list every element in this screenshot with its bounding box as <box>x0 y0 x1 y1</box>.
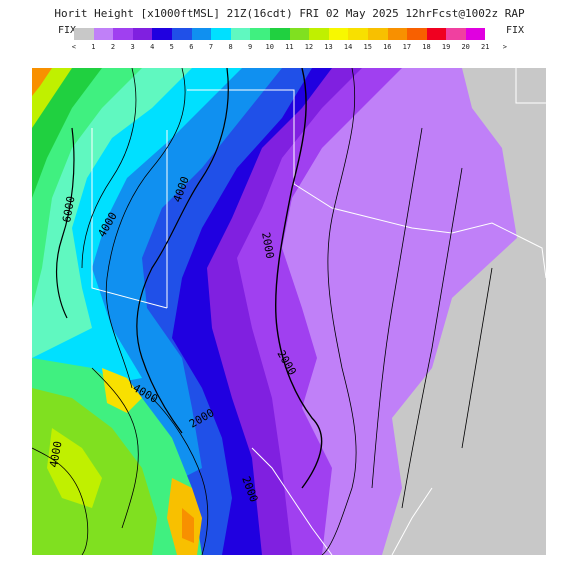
legend-tick-8: 8 <box>228 43 233 51</box>
legend-swatch-13 <box>328 28 349 40</box>
contour-label-4000-d: 4000 <box>47 440 64 468</box>
contour-thin-5 <box>105 68 186 389</box>
contour-thin-6 <box>91 367 139 529</box>
contour-6000 <box>55 127 75 319</box>
legend-swatch-16 <box>387 28 408 40</box>
legend-tick-2: 2 <box>110 43 116 51</box>
legend-tick-6: 6 <box>189 43 194 51</box>
legend-tick-11: 11 <box>285 43 294 51</box>
legend-tick-22: > <box>502 43 507 51</box>
contour-thin-8 <box>32 447 89 555</box>
contour-label-6000: 6000 <box>60 195 77 223</box>
legend-swatch-9 <box>250 28 270 40</box>
contour-4000 <box>136 68 229 434</box>
legend-tick-1: 1 <box>91 43 96 51</box>
region-orange-s <box>182 508 194 543</box>
legend-tick-14: 14 <box>343 43 353 51</box>
legend-tick-10: 10 <box>265 43 274 51</box>
legend-swatch-18 <box>426 28 447 40</box>
border-line-7 <box>251 447 333 555</box>
border-line-6 <box>521 237 546 279</box>
map-svg: 6000 4000 4000 2000 2000 2000 4000 2000 … <box>32 68 546 555</box>
legend-swatch-11 <box>289 28 310 40</box>
legend-tick-19: 19 <box>441 43 451 51</box>
legend-swatch-17 <box>407 28 427 40</box>
contour-thin-9 <box>461 267 493 449</box>
legend-tick-21: 21 <box>481 43 490 51</box>
fix-label-right: FIX <box>506 25 525 36</box>
contour-thin-2 <box>371 127 423 489</box>
region-lime-sw <box>47 428 102 508</box>
legend-swatch-5 <box>171 28 192 40</box>
fix-label-left: FIX <box>58 25 77 36</box>
legend-swatch-3 <box>132 28 153 40</box>
legend-tick-4: 4 <box>150 43 155 51</box>
legend-tick-3: 3 <box>130 43 135 51</box>
legend-swatch-0 <box>74 28 94 40</box>
legend-tick-16: 16 <box>383 43 392 51</box>
contour-label-2000-a: 2000 <box>259 231 276 259</box>
legend-tick-0: < <box>71 43 76 51</box>
legend-swatch-10 <box>269 28 290 40</box>
contour-thin-1 <box>321 68 357 555</box>
legend-tick-9: 9 <box>248 43 253 51</box>
legend-tick-5: 5 <box>169 43 174 51</box>
legend-tick-13: 13 <box>324 43 333 51</box>
legend-swatch-1 <box>93 28 114 40</box>
legend-swatch-15 <box>367 28 388 40</box>
region-yellow-sw <box>102 368 142 413</box>
legend-tick-12: 12 <box>304 43 314 51</box>
legend-swatch-19 <box>446 28 466 40</box>
weather-map: 6000 4000 4000 2000 2000 2000 4000 2000 … <box>32 68 546 555</box>
legend-swatch-8 <box>230 28 251 40</box>
legend-swatch-14 <box>348 28 368 40</box>
contour-thin-4 <box>81 68 137 269</box>
region-orange-nw <box>32 68 52 96</box>
legend-tick-15: 15 <box>363 43 372 51</box>
legend-tick-20: 20 <box>461 43 470 51</box>
contour-2000 <box>274 68 323 489</box>
color-legend-bar <box>74 28 486 40</box>
border-line-4 <box>91 128 168 309</box>
legend-swatch-7 <box>211 28 231 40</box>
color-legend-ticks: <1 2 3 4 5 6 7 8 9 10 11 12 13 14 15 16 17 18 19 20 21 > <box>64 43 515 53</box>
border-line-1 <box>187 89 295 184</box>
border-line-5 <box>515 68 546 104</box>
legend-swatch-4 <box>152 28 172 40</box>
legend-tick-18: 18 <box>422 43 431 51</box>
legend-tick-17: 17 <box>402 43 412 51</box>
legend-swatch-20 <box>465 28 486 40</box>
map-title: Horit Height [x1000ftMSL] 21Z(16cdt) FRI… <box>54 7 525 20</box>
border-line-2 <box>293 183 523 239</box>
coastline <box>391 487 433 555</box>
legend-swatch-6 <box>191 28 212 40</box>
contour-thin-3 <box>401 167 463 509</box>
legend-swatch-2 <box>113 28 133 40</box>
contour-thin-7 <box>151 397 209 555</box>
legend-tick-7: 7 <box>208 43 214 51</box>
legend-swatch-12 <box>309 28 329 40</box>
